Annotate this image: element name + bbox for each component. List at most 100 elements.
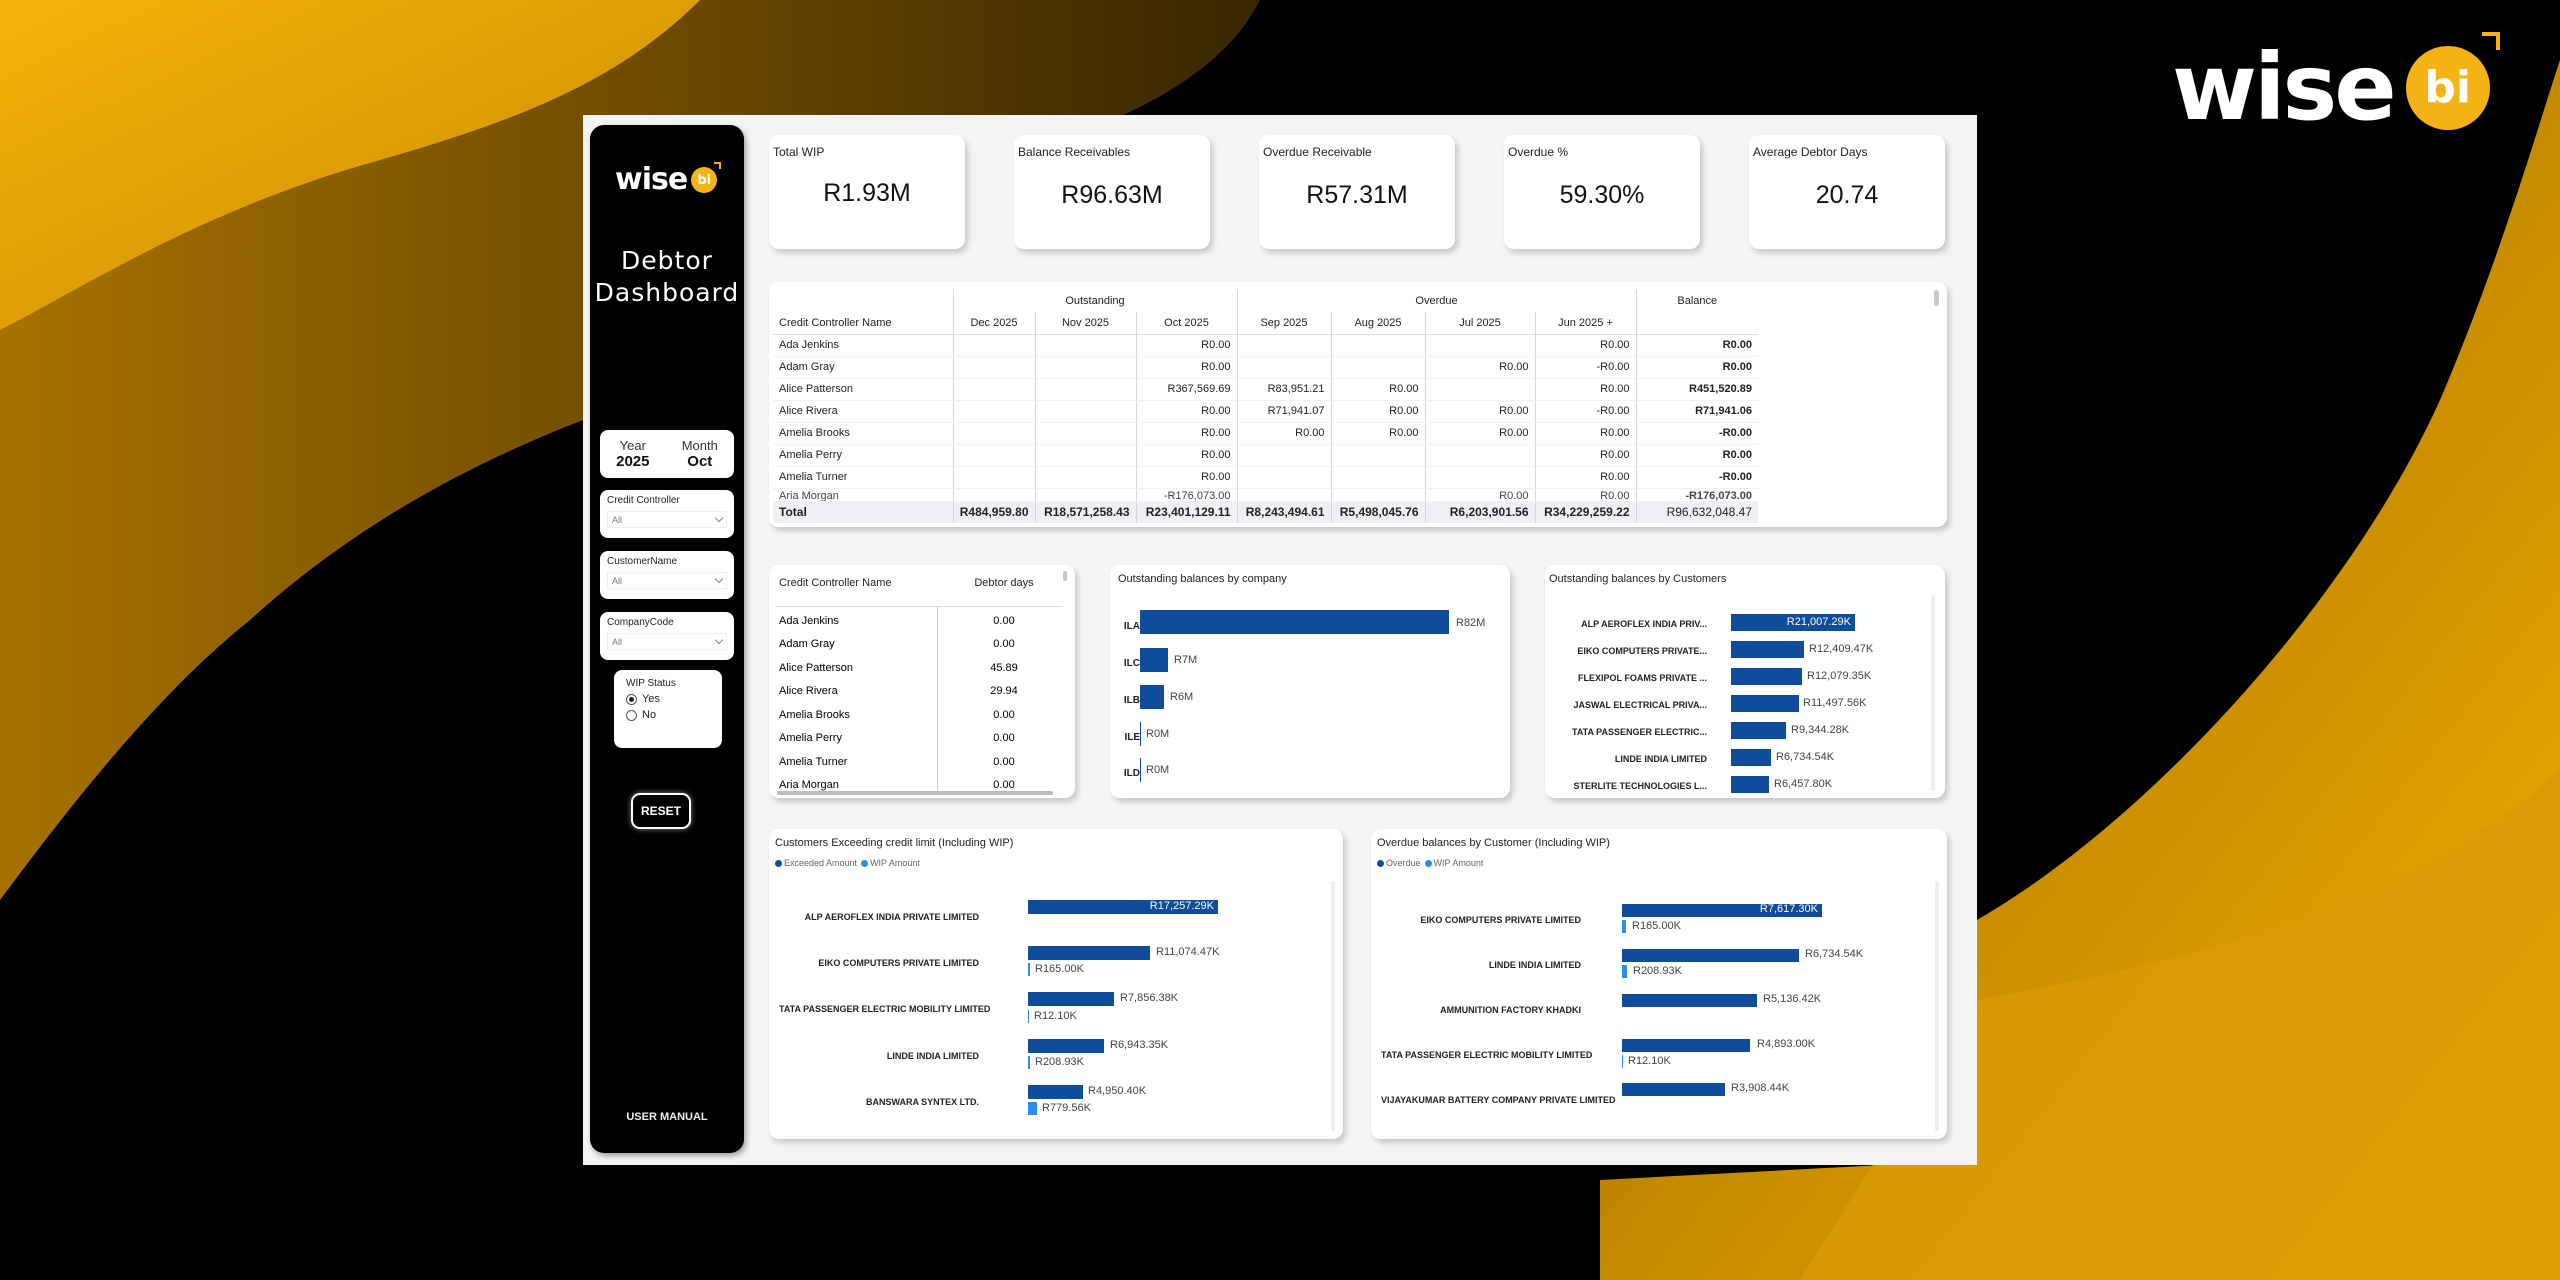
bar-value[interactable]	[1731, 614, 1855, 631]
category-label: ILA	[1123, 621, 1140, 632]
radio-selected-icon[interactable]	[626, 693, 637, 705]
data-label: R7M	[1174, 654, 1198, 666]
table-row[interactable]: Amelia Perry 0.00	[779, 732, 1059, 750]
legend-item[interactable]: WIP Amount	[861, 858, 920, 868]
year-label: Year	[619, 438, 646, 453]
credit-controller-dropdown[interactable]: All	[607, 511, 727, 528]
table-row[interactable]: Alice Patterson 45.89	[779, 662, 1059, 680]
cell	[952, 400, 1035, 423]
table-row[interactable]: Aria Morgan -R176,073.00 R0.00 R0.00 -R1…	[773, 488, 1758, 502]
bar-wip[interactable]	[1028, 1102, 1037, 1115]
cell-name: Adam Gray	[773, 356, 953, 379]
table-row[interactable]: Adam Gray R0.00 R0.00 -R0.00 R0.00	[773, 356, 1758, 379]
bar-ILA[interactable]	[1140, 610, 1449, 634]
data-label: R5,136.42K	[1763, 993, 1822, 1005]
bar-exceeded[interactable]	[1028, 946, 1150, 960]
table-row[interactable]: Alice Patterson R367,569.69 R83,951.21 R…	[773, 378, 1758, 401]
bar-wip[interactable]	[1622, 1055, 1623, 1068]
table-row[interactable]: Aria Morgan 0.00	[779, 779, 1059, 793]
cell	[952, 488, 1035, 502]
vertical-scrollbar[interactable]	[1063, 571, 1067, 581]
bar-exceeded[interactable]	[1028, 900, 1218, 914]
bar-overdue[interactable]	[1622, 1039, 1750, 1052]
customer-name-dropdown[interactable]: All	[607, 572, 727, 589]
table-row[interactable]: Amelia Perry R0.00 R0.00 R0.00	[773, 444, 1758, 467]
data-label: R208.93K	[1633, 965, 1682, 977]
bar-value[interactable]	[1731, 722, 1786, 739]
total-cell: R8,243,494.61	[1236, 501, 1331, 523]
column-header[interactable]: Credit Controller Name	[779, 577, 892, 589]
cell	[1424, 444, 1535, 467]
column-header[interactable]: Sep 2025	[1236, 312, 1331, 334]
bar-exceeded[interactable]	[1028, 992, 1114, 1006]
sidebar-logo: wise bi	[615, 162, 722, 195]
cell: R83,951.21	[1236, 378, 1331, 401]
kpi-title: Total WIP	[773, 145, 825, 159]
bar-wip[interactable]	[1622, 920, 1626, 933]
cell-name: Alice Rivera	[773, 400, 953, 423]
table-row[interactable]: Ada Jenkins 0.00	[779, 615, 1059, 633]
bar-overdue[interactable]	[1622, 994, 1757, 1007]
legend-item[interactable]: Exceeded Amount	[775, 858, 857, 868]
bar-value[interactable]	[1731, 695, 1799, 712]
bar-exceeded[interactable]	[1028, 1085, 1083, 1099]
bar-value[interactable]	[1731, 776, 1769, 793]
cell-name: Amelia Turner	[773, 466, 953, 489]
data-label: R82M	[1456, 617, 1486, 629]
column-header[interactable]: Jul 2025	[1424, 312, 1535, 334]
wip-status-yes[interactable]: Yes	[626, 693, 710, 705]
bar-value[interactable]	[1731, 668, 1802, 685]
bar-ILB[interactable]	[1140, 685, 1164, 709]
bar-value[interactable]	[1731, 641, 1804, 658]
column-header[interactable]: Credit Controller Name	[779, 316, 892, 329]
table-row[interactable]: Ada Jenkins R0.00 R0.00 R0.00	[773, 334, 1758, 357]
table-row[interactable]: Amelia Turner R0.00 R0.00 -R0.00	[773, 466, 1758, 489]
legend-item[interactable]: Overdue	[1377, 858, 1421, 868]
table-row[interactable]: Adam Gray 0.00	[779, 638, 1059, 656]
cell: R0.00	[1135, 422, 1237, 445]
column-header[interactable]: Oct 2025	[1135, 312, 1237, 334]
column-header[interactable]: Nov 2025	[1034, 312, 1136, 334]
table-row[interactable]: Amelia Brooks 0.00	[779, 709, 1059, 727]
table-row[interactable]: Alice Rivera R0.00 R71,941.07 R0.00 R0.0…	[773, 400, 1758, 423]
month-picker[interactable]: Month Oct	[682, 438, 718, 470]
bar-ILC[interactable]	[1140, 648, 1168, 672]
bar-ILE[interactable]	[1140, 722, 1141, 746]
vertical-scrollbar[interactable]	[1931, 595, 1935, 791]
year-value: 2025	[616, 453, 650, 470]
bar-ILD[interactable]	[1140, 758, 1141, 782]
horizontal-scrollbar[interactable]	[777, 791, 1053, 795]
legend-item[interactable]: WIP Amount	[1424, 858, 1483, 868]
cell: R0.00	[1330, 400, 1425, 423]
column-header[interactable]: Aug 2025	[1330, 312, 1425, 334]
company-code-slicer: CompanyCode All	[600, 612, 734, 660]
matrix-scrollbar[interactable]	[1934, 290, 1939, 306]
vertical-scrollbar[interactable]	[1331, 881, 1335, 1131]
bar-wip[interactable]	[1622, 965, 1627, 978]
bar-value[interactable]	[1731, 749, 1771, 766]
vertical-scrollbar[interactable]	[1935, 881, 1939, 1131]
title-line-2: Dashboard	[594, 278, 740, 307]
kpi-value: R1.93M	[823, 179, 911, 207]
table-row[interactable]: Alice Rivera 29.94	[779, 685, 1059, 703]
radio-unselected-icon[interactable]	[626, 709, 637, 721]
user-manual-link[interactable]: USER MANUAL	[626, 1111, 708, 1123]
bar-overdue[interactable]	[1622, 1083, 1725, 1096]
wip-status-no[interactable]: No	[626, 709, 710, 721]
bar-exceeded[interactable]	[1028, 1039, 1104, 1053]
category-label: JASWAL ELECTRICAL PRIVA...	[1573, 700, 1707, 710]
table-row[interactable]: Amelia Brooks R0.00 R0.00 R0.00 R0.00 R0…	[773, 422, 1758, 445]
column-header[interactable]: Jun 2025 +	[1534, 312, 1636, 334]
company-code-dropdown[interactable]: All	[607, 633, 727, 650]
bar-wip[interactable]	[1028, 1056, 1030, 1069]
reset-button[interactable]: RESET	[631, 793, 691, 829]
year-picker[interactable]: Year 2025	[616, 438, 649, 470]
bar-overdue[interactable]	[1622, 904, 1822, 917]
column-header[interactable]: Debtor days	[974, 577, 1034, 589]
bar-overdue[interactable]	[1622, 949, 1799, 962]
column-header[interactable]: Dec 2025	[952, 312, 1035, 334]
bar-wip[interactable]	[1028, 963, 1030, 976]
date-selector[interactable]: Year 2025 Month Oct	[600, 430, 734, 478]
table-row[interactable]: Amelia Turner 0.00	[779, 756, 1059, 774]
bar-wip[interactable]	[1028, 1010, 1029, 1023]
